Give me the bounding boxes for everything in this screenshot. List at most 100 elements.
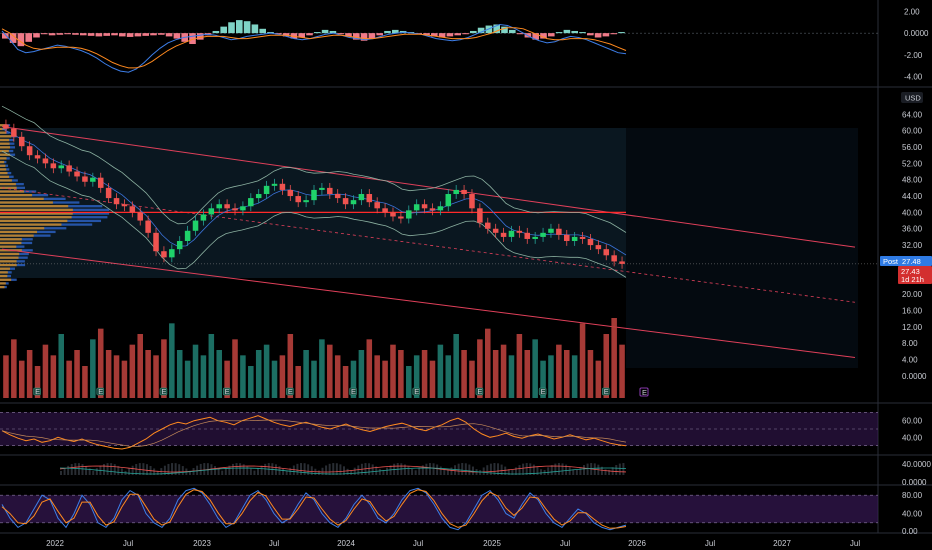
x-axis-label: 2023 bbox=[193, 539, 211, 548]
oscillator-bar bbox=[425, 464, 427, 475]
oscillator-bar bbox=[368, 463, 370, 475]
volume-profile-bar bbox=[0, 231, 37, 233]
oscillator-bar bbox=[486, 465, 488, 475]
volume-bar bbox=[153, 355, 159, 398]
volume-bar bbox=[367, 339, 373, 398]
earnings-marker-label: E bbox=[98, 387, 103, 396]
volume-bar bbox=[398, 350, 404, 398]
candle-body bbox=[27, 146, 33, 155]
oscillator-bar bbox=[526, 463, 528, 475]
macd-panel[interactable] bbox=[0, 20, 878, 72]
candle-body bbox=[564, 235, 570, 241]
macd-histogram-bar bbox=[80, 33, 87, 35]
oscillator-bar bbox=[225, 468, 227, 475]
oscillator-bar bbox=[221, 471, 223, 475]
candle-body bbox=[74, 172, 80, 177]
candle-body bbox=[588, 239, 594, 245]
rsi-axis-label: 40.00 bbox=[902, 433, 923, 442]
volume-bar bbox=[145, 350, 151, 398]
oscillator-bar bbox=[85, 466, 87, 475]
macd-histogram-bar bbox=[322, 30, 329, 33]
oscillator-axis-label: 0.0000 bbox=[902, 478, 927, 487]
price-axis-label: 8.00 bbox=[902, 339, 918, 348]
oscillator-bar bbox=[107, 463, 109, 475]
stoch-axis-label: 0.00 bbox=[902, 527, 918, 536]
oscillator-panel[interactable] bbox=[60, 463, 626, 475]
volume-profile-bar bbox=[0, 161, 4, 163]
candle-body bbox=[446, 194, 452, 206]
candle-body bbox=[343, 198, 349, 204]
post-badge-label: Post bbox=[883, 257, 899, 266]
price-axis-label: 12.00 bbox=[902, 323, 923, 332]
volume-profile-bar bbox=[0, 279, 11, 281]
oscillator-bar bbox=[554, 464, 556, 475]
oscillator-bar bbox=[407, 466, 409, 475]
x-axis-label: Jul bbox=[850, 539, 860, 548]
oscillator-bar bbox=[454, 465, 456, 475]
macd-histogram-bar bbox=[548, 33, 555, 36]
oscillator-bar bbox=[307, 464, 309, 475]
oscillator-bar bbox=[386, 468, 388, 475]
oscillator-bar bbox=[536, 467, 538, 475]
oscillator-bar bbox=[311, 466, 313, 475]
candle-body bbox=[201, 214, 207, 220]
macd-histogram-bar bbox=[135, 33, 142, 36]
volume-bar bbox=[256, 350, 262, 398]
earnings-marker-label: E bbox=[414, 387, 419, 396]
earnings-marker-label: E bbox=[288, 387, 293, 396]
volume-bar bbox=[485, 329, 491, 398]
volume-bar bbox=[446, 355, 452, 398]
volume-bar bbox=[90, 339, 96, 398]
volume-profile-bar bbox=[0, 227, 44, 229]
price-axis-label: 64.00 bbox=[902, 110, 923, 119]
earnings-marker-label: E bbox=[477, 387, 482, 396]
oscillator-bar bbox=[128, 468, 130, 475]
oscillator-bar bbox=[92, 471, 94, 475]
macd-histogram-bar bbox=[72, 33, 79, 35]
candle-body bbox=[43, 158, 49, 163]
volume-profile-bar bbox=[0, 245, 16, 247]
candle-body bbox=[280, 184, 286, 190]
oscillator-bar bbox=[551, 465, 553, 475]
currency-badge: USD bbox=[905, 94, 921, 103]
candle-body bbox=[256, 194, 262, 198]
volume-bar bbox=[114, 355, 120, 398]
oscillator-bar bbox=[110, 463, 112, 475]
volume-profile-bar bbox=[0, 205, 68, 207]
oscillator-bar bbox=[296, 464, 298, 475]
volume-profile-bar bbox=[0, 234, 34, 236]
candle-body bbox=[382, 208, 388, 212]
candle-body bbox=[224, 204, 230, 208]
volume-profile-bar bbox=[0, 264, 17, 266]
oscillator-bar bbox=[182, 466, 184, 475]
x-axis-label: 2022 bbox=[46, 539, 64, 548]
x-axis-label: 2024 bbox=[337, 539, 355, 548]
volume-profile-bar bbox=[0, 223, 61, 225]
candle-body bbox=[335, 194, 341, 198]
x-axis-label: Jul bbox=[705, 539, 715, 548]
macd-histogram-bar bbox=[174, 33, 181, 38]
volume-bar bbox=[130, 345, 136, 398]
volume-bar bbox=[240, 355, 246, 398]
candle-body bbox=[19, 137, 25, 146]
macd-histogram-bar bbox=[142, 33, 149, 36]
x-axis-label: Jul bbox=[269, 539, 279, 548]
volume-bar bbox=[619, 345, 625, 398]
volume-bar bbox=[11, 339, 17, 398]
candle-body bbox=[185, 231, 191, 241]
candle-body bbox=[137, 212, 143, 220]
macd-histogram-bar bbox=[618, 32, 625, 33]
candle-body bbox=[216, 204, 222, 208]
volume-bar bbox=[532, 339, 538, 398]
macd-histogram-bar bbox=[25, 33, 32, 42]
candle-body bbox=[272, 184, 278, 186]
oscillator-bar bbox=[357, 465, 359, 475]
candle-body bbox=[477, 208, 483, 222]
oscillator-bar bbox=[103, 464, 105, 475]
candle-body bbox=[145, 221, 151, 233]
volume-profile-bar bbox=[0, 132, 6, 134]
candle-body bbox=[556, 229, 562, 235]
macd-histogram-bar bbox=[88, 33, 95, 36]
